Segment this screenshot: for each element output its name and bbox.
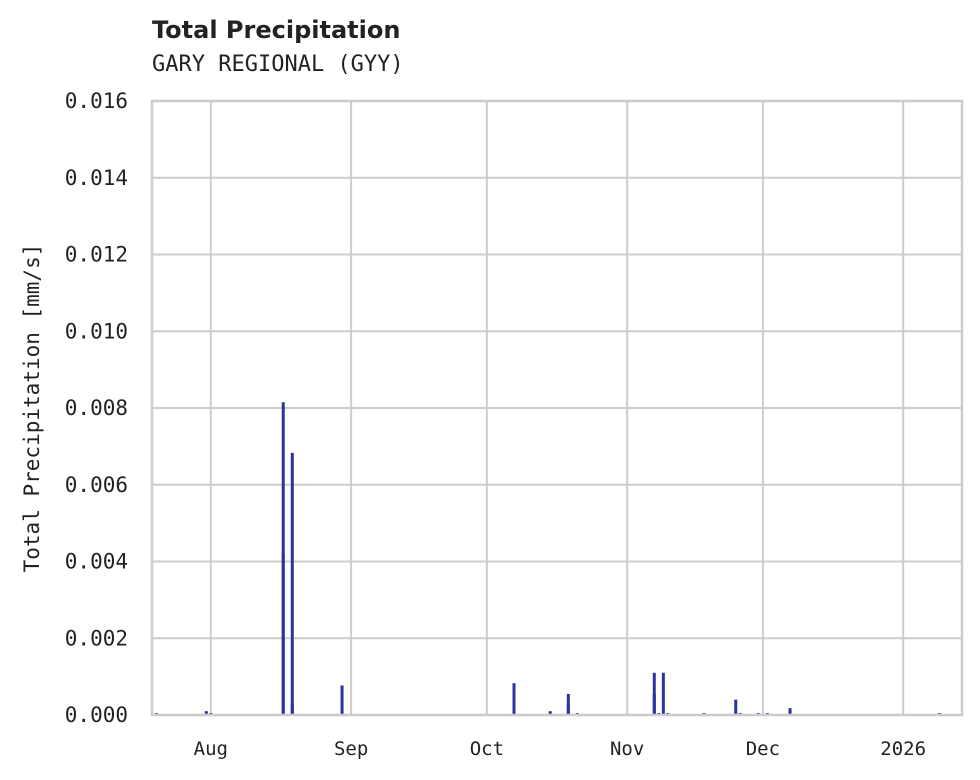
- chart-subtitle: GARY REGIONAL (GYY): [152, 52, 404, 77]
- y-tick-label: 0.014: [65, 166, 128, 190]
- x-axis-ticks: Aug Sep Oct Nov Dec 2026: [194, 738, 926, 760]
- precip-bar: [788, 708, 792, 715]
- y-tick-label: 0.010: [65, 319, 128, 343]
- precipitation-bars: [155, 402, 941, 715]
- precip-bar: [548, 711, 552, 715]
- y-tick-label: 0.002: [65, 626, 128, 650]
- y-tick-label: 0.000: [65, 703, 128, 727]
- x-tick-label: Dec: [746, 738, 780, 760]
- precip-bar: [734, 699, 738, 715]
- y-tick-label: 0.016: [65, 89, 128, 113]
- precip-bar: [204, 711, 208, 715]
- x-tick-label: Nov: [610, 738, 644, 760]
- x-tick-label: Oct: [470, 738, 504, 760]
- plot-frame: [150, 99, 964, 717]
- y-tick-label: 0.006: [65, 473, 128, 497]
- y-tick-label: 0.004: [65, 550, 128, 574]
- precip-bar: [512, 683, 516, 715]
- chart-title: Total Precipitation: [152, 16, 401, 44]
- precip-bar: [661, 672, 665, 715]
- x-tick-label: Aug: [194, 738, 228, 760]
- y-tick-label: 0.008: [65, 396, 128, 420]
- precip-bar: [652, 672, 656, 715]
- x-tick-label: 2026: [880, 738, 926, 760]
- precip-bar: [340, 685, 344, 715]
- y-tick-label: 0.012: [65, 243, 128, 267]
- precip-bar: [290, 452, 294, 715]
- grid-lines: [152, 100, 962, 716]
- precip-bar: [281, 402, 285, 715]
- x-tick-label: Sep: [334, 738, 368, 760]
- y-axis-ticks: 0.000 0.002 0.004 0.006 0.008 0.010 0.012 0.014…: [65, 89, 128, 727]
- precip-bar: [566, 693, 570, 715]
